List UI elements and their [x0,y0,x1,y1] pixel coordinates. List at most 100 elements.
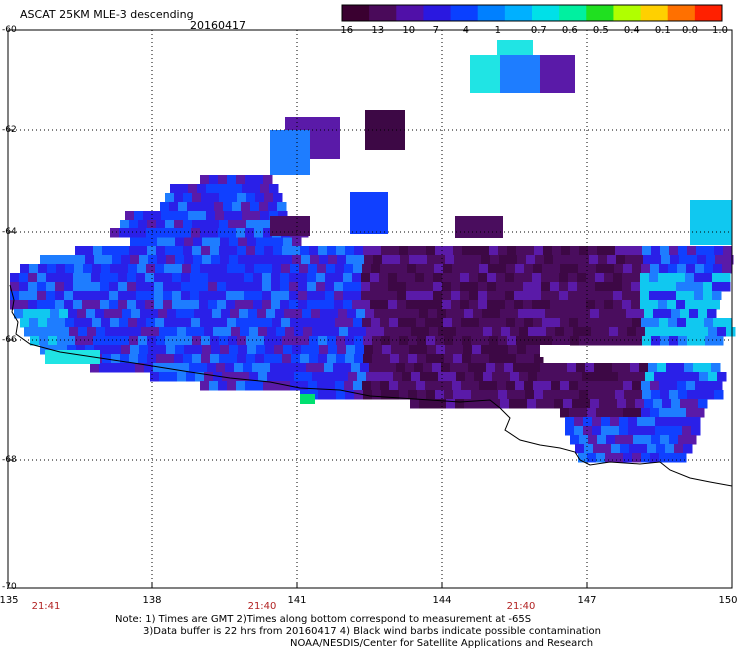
data-cell [201,193,211,203]
data-cell [201,220,211,230]
data-cell [19,282,29,292]
data-cell [282,354,292,364]
data-cell [265,237,275,247]
data-cell [527,309,537,319]
data-cell [122,309,132,319]
data-cell [418,255,428,265]
data-cell [66,336,76,346]
data-cell [631,273,641,283]
data-cell [451,300,461,310]
colorbar-swatch [532,5,560,21]
data-cell [94,345,104,355]
data-cell [168,372,178,382]
data-cell [581,309,591,319]
data-cell [400,255,410,265]
data-cell [354,354,364,364]
data-cell [488,318,498,328]
data-cell [67,255,77,265]
data-cell [477,363,487,373]
colorbar-label: -16 [336,25,354,36]
data-cell [408,336,418,346]
data-cell [109,300,119,310]
data-cell [489,336,499,346]
data-cell [492,327,502,337]
data-cell [578,264,588,274]
data-cell [434,381,444,391]
data-cell [397,291,407,301]
data-cell [535,345,545,355]
data-cell [687,336,697,346]
data-cell [282,336,292,346]
colorbar-swatch [559,5,587,21]
data-cell [352,282,362,292]
data-cell [85,255,95,265]
data-cell [316,300,326,310]
data-cell [298,273,308,283]
data-cell [565,417,575,427]
data-cell [28,300,38,310]
colorbar-swatch [667,5,696,21]
data-cell [620,444,630,454]
data-cell [390,336,400,346]
data-cell [509,309,519,319]
data-cell [615,336,625,346]
data-cell [703,273,713,283]
data-cell [518,309,528,319]
data-cell [166,237,176,247]
data-cell [219,193,229,203]
data-cell [361,291,371,301]
data-cell [577,291,587,301]
data-cell [707,309,717,319]
data-cell [109,273,119,283]
data-cell [191,264,201,274]
data-cell [650,453,660,463]
data-cell [69,327,79,337]
data-cell [174,193,184,203]
data-cell [505,300,515,310]
data-cell [328,255,338,265]
data-cell [592,417,602,427]
data-cell [225,363,235,373]
data-cell [227,318,237,328]
data-cell [397,300,407,310]
data-cell [228,336,238,346]
data-cell [118,273,128,283]
data-cell [247,345,257,355]
data-cell [681,372,691,382]
data-cell [263,264,273,274]
data-cell [510,372,520,382]
data-cell [587,453,597,463]
data-cell [189,363,199,373]
data-cell [631,300,641,310]
data-cell [721,282,731,292]
data-cell [416,264,426,274]
data-cell [517,255,527,265]
data-cell [166,255,176,265]
data-cell [388,300,398,310]
data-cell [543,390,553,400]
data-cell [480,336,490,346]
data-cell [192,336,202,346]
data-cell [678,390,688,400]
data-cell [433,300,443,310]
data-cell [409,255,419,265]
data-cell [334,273,344,283]
data-cell [131,309,141,319]
data-cell [446,399,456,409]
data-cell [425,318,435,328]
data-cell [201,336,211,346]
data-cell [204,327,214,337]
data-cell [139,255,149,265]
data-cell [691,417,701,427]
data-cell [204,372,214,382]
data-cell [371,381,381,391]
data-cell [454,345,464,355]
data-cell [218,264,228,274]
data-cell [682,417,692,427]
data-cell [551,318,561,328]
data-cell [658,291,668,301]
data-cell [724,255,734,265]
data-cell [144,363,154,373]
data-cell [112,255,122,265]
data-cell [345,354,355,364]
